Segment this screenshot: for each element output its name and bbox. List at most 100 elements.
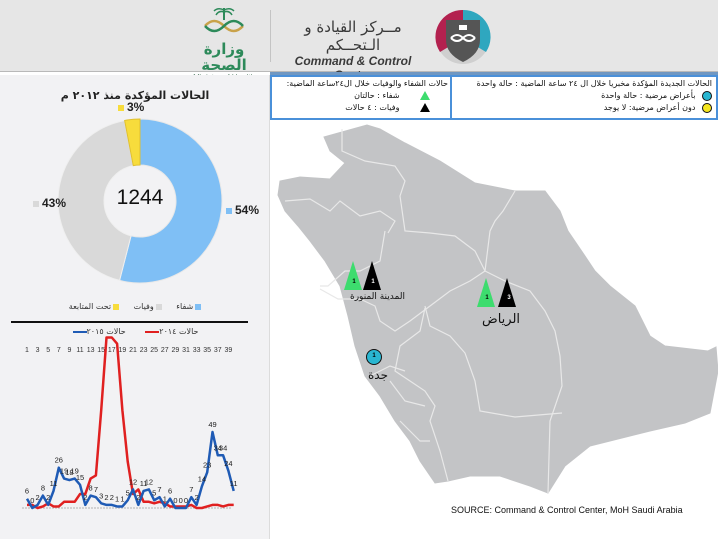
header-accent-bar — [270, 72, 718, 75]
x-tick-label: 1 — [25, 347, 29, 354]
data-label: 8 — [89, 484, 93, 493]
legend-item-2015: حالات ٢٠١٥ — [72, 327, 126, 336]
line-series — [25, 430, 235, 510]
stats-panel: الحالات المؤكدة منذ ٢٠١٢ م 1244 3% 43% 5… — [0, 75, 270, 539]
data-label: 1 — [120, 494, 124, 503]
map-label-riyadh: الرياض — [482, 312, 521, 327]
green-triangle-icon — [344, 261, 362, 290]
x-tick-label: 25 — [150, 347, 159, 354]
data-label: 2 — [110, 493, 114, 502]
data-label: 7 — [157, 485, 161, 494]
black-triangle-icon — [498, 278, 516, 307]
data-label: 11 — [50, 479, 58, 488]
data-label: 23 — [203, 460, 211, 469]
data-label: 34 — [214, 443, 222, 452]
moh-name-arabic: وزارة الصحة — [201, 40, 247, 74]
madinah-markers — [344, 261, 381, 290]
yellow-circle-icon — [702, 102, 712, 113]
legend-asymptomatic-row: دون أعراض مرضية: لا يوجد — [456, 102, 712, 114]
map-country-shape — [277, 124, 718, 494]
donut-label-followup: 3% — [118, 100, 144, 114]
line-chart-legend: حالات ٢٠١٤ حالات ٢٠١٥ — [0, 327, 270, 336]
legend-deaths-row: وفيات : ٤ حالات — [276, 102, 448, 114]
followup-swatch — [118, 104, 124, 111]
palm-swords-emblem-icon — [204, 7, 244, 33]
legend-symptomatic-row: بأعراض مرضية : حالة واحدة — [456, 90, 712, 102]
x-tick-label: 39 — [224, 347, 233, 354]
new-cases-title: الحالات الجديدة المؤكدة مخبريا خلال ال ٢… — [476, 79, 712, 88]
x-tick-label: 5 — [46, 347, 51, 354]
x-tick-label: 3 — [35, 347, 40, 354]
data-label: 26 — [55, 456, 63, 465]
map-label-jeddah: جدة — [368, 368, 389, 382]
data-label: 8 — [41, 484, 45, 493]
legend-item-followup: تحت المتابعة — [69, 302, 120, 311]
data-label: 11 — [140, 479, 148, 488]
legend-item-2014: حالات ٢٠١٤ — [144, 327, 198, 336]
legend-recovered-row: شفاء : حالتان — [276, 90, 448, 102]
x-tick-label: 9 — [67, 347, 72, 354]
riyadh-recovered-count: 1 — [485, 295, 489, 301]
x-tick-label: 15 — [97, 347, 106, 354]
green-triangle-icon — [420, 91, 430, 100]
header-divider — [270, 10, 271, 62]
black-triangle-icon — [363, 261, 381, 290]
data-label: 12 — [145, 477, 153, 486]
donut-slice-deaths — [57, 119, 134, 282]
data-label: 2 — [83, 493, 87, 502]
x-tick-label: 29 — [171, 347, 180, 354]
command-control-shield-logo-icon — [435, 9, 491, 64]
donut-label-recovered: 54% — [226, 203, 259, 217]
map-label-madinah: المدينة المنورة — [350, 292, 405, 302]
data-label: 0 — [30, 496, 34, 505]
madinah-deaths-count: 1 — [371, 279, 375, 285]
recoveries-title: حالات الشفاء والوفيات خلال ال٢٤ساعة الما… — [286, 79, 448, 88]
data-label: 18 — [65, 468, 73, 477]
data-label: 7 — [94, 485, 98, 494]
madinah-recovered-count: 1 — [352, 279, 356, 285]
recovered-swatch — [226, 207, 232, 214]
data-label: 12 — [129, 477, 137, 486]
header-bar: وزارة الصحة Ministry of Health مــركز ال… — [0, 0, 718, 82]
data-label: 11 — [230, 479, 238, 488]
section-divider — [11, 321, 248, 323]
x-tick-label: 13 — [86, 347, 95, 354]
data-label: 15 — [76, 473, 84, 482]
black-triangle-icon — [420, 103, 430, 112]
legend-item-recovered: شفاء — [176, 302, 202, 311]
data-label: 2 — [36, 493, 40, 502]
data-label: 2 — [46, 493, 50, 502]
new-cases-legend: الحالات الجديدة المؤكدة مخبريا خلال ال ٢… — [450, 75, 718, 120]
deaths-swatch — [33, 200, 39, 207]
donut-legend: شفاء وفيات تحت المتابعة — [0, 302, 270, 311]
riyadh-deaths-count: 3 — [507, 295, 511, 301]
donut-chart-title: الحالات المؤكدة منذ ٢٠١٢ م — [60, 89, 210, 102]
ministry-of-health-logo: وزارة الصحة Ministry of Health — [188, 6, 260, 82]
donut-chart — [57, 118, 223, 284]
x-tick-label: 31 — [182, 347, 190, 354]
cyan-circle-icon — [702, 90, 712, 101]
data-label: 0 — [173, 496, 177, 505]
saudi-arabia-map — [277, 124, 718, 494]
data-label: 3 — [99, 491, 103, 500]
x-tick-label: 11 — [76, 347, 84, 354]
x-axis-ticks: 1 3 5 7 9 11 13 15 17 19 21 23 25 27 29 31 33 35 37 39 — [23, 347, 233, 359]
data-label: 2 — [195, 493, 199, 502]
data-label: 19 — [60, 467, 68, 476]
donut-slice-followup — [124, 118, 141, 167]
x-tick-label: 7 — [56, 347, 61, 354]
data-label: 49 — [208, 420, 216, 429]
data-label: 19 — [71, 467, 79, 476]
recoveries-deaths-legend: حالات الشفاء والوفيات خلال ال٢٤ساعة الما… — [270, 75, 452, 120]
x-tick-label: 27 — [160, 347, 169, 354]
data-label: 1 — [115, 494, 119, 503]
line-series — [27, 336, 234, 510]
data-label: 6 — [25, 487, 29, 496]
data-label: 14 — [198, 474, 206, 483]
source-attribution: SOURCE: Command & Control Center, MoH Sa… — [451, 505, 683, 515]
data-label: 0 — [179, 496, 183, 505]
data-label: 0 — [184, 496, 188, 505]
data-label: 5 — [126, 488, 130, 497]
data-label: 6 — [168, 487, 172, 496]
